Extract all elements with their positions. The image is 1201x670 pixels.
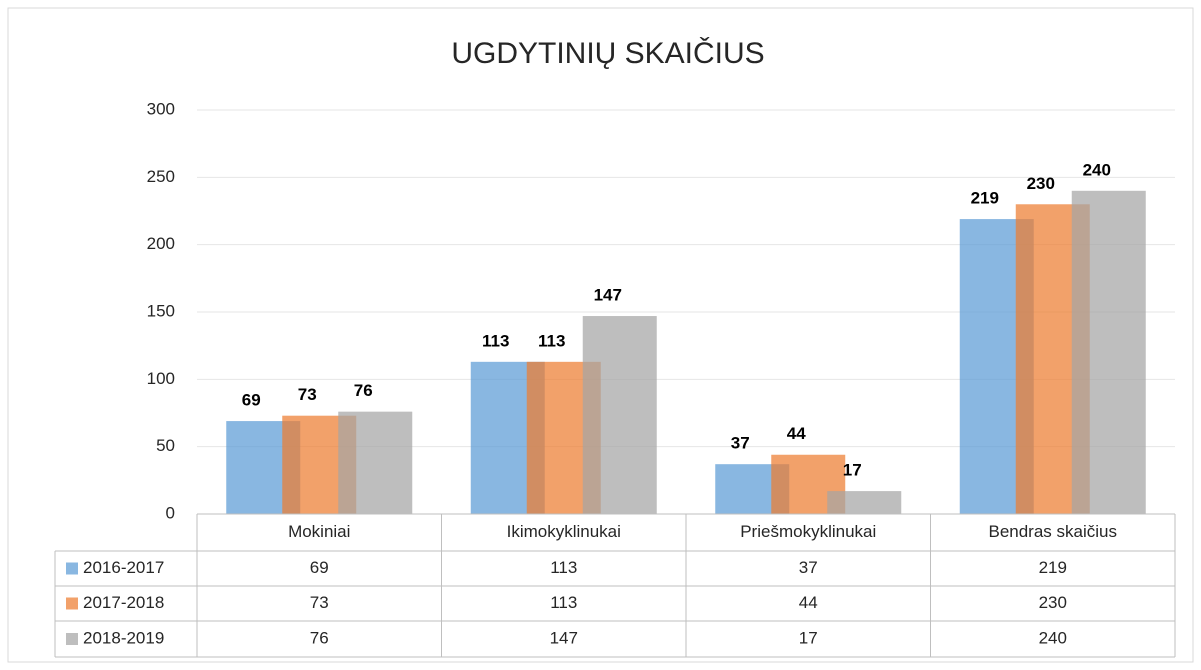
data-label: 230 bbox=[1027, 174, 1055, 193]
data-label: 73 bbox=[298, 385, 317, 404]
legend-label: 2016-2017 bbox=[83, 558, 164, 577]
table-value: 240 bbox=[1039, 628, 1067, 647]
y-tick-label: 0 bbox=[166, 503, 175, 522]
y-tick-label: 150 bbox=[147, 301, 175, 320]
x-tick-label: Ikimokyklinukai bbox=[507, 522, 621, 541]
x-tick-label: Bendras skaičius bbox=[988, 522, 1117, 541]
table-value: 113 bbox=[550, 558, 577, 577]
data-label: 219 bbox=[971, 189, 999, 208]
y-tick-label: 100 bbox=[147, 369, 175, 388]
legend-label: 2018-2019 bbox=[83, 628, 164, 647]
legend-key bbox=[66, 597, 78, 610]
data-label: 113 bbox=[538, 331, 565, 350]
table-value: 113 bbox=[550, 593, 577, 612]
table-value: 73 bbox=[310, 593, 329, 612]
data-label: 147 bbox=[594, 286, 622, 305]
bar bbox=[338, 411, 413, 514]
data-label: 44 bbox=[787, 424, 806, 443]
data-label: 240 bbox=[1083, 160, 1111, 179]
y-tick-label: 200 bbox=[147, 234, 175, 253]
table-value: 219 bbox=[1039, 558, 1067, 577]
y-tick-label: 50 bbox=[156, 436, 175, 455]
bar bbox=[1071, 190, 1146, 515]
table-value: 147 bbox=[550, 628, 578, 647]
legend-key bbox=[66, 562, 78, 575]
data-label: 69 bbox=[242, 391, 261, 410]
table-value: 76 bbox=[310, 628, 329, 647]
x-tick-label: Mokiniai bbox=[288, 522, 350, 541]
table-value: 44 bbox=[799, 593, 818, 612]
bar bbox=[582, 316, 657, 514]
data-label: 76 bbox=[354, 381, 373, 400]
table-value: 230 bbox=[1039, 593, 1067, 612]
data-label: 17 bbox=[843, 461, 862, 480]
data-label: 113 bbox=[482, 331, 509, 350]
x-tick-label: Priešmokyklinukai bbox=[740, 522, 876, 541]
y-tick-label: 250 bbox=[147, 167, 175, 186]
data-label: 37 bbox=[731, 434, 750, 453]
y-tick-label: 300 bbox=[147, 99, 175, 118]
legend-label: 2017-2018 bbox=[83, 593, 164, 612]
table-value: 17 bbox=[799, 628, 818, 647]
bar bbox=[827, 491, 902, 514]
table-value: 69 bbox=[310, 558, 329, 577]
table-value: 37 bbox=[799, 558, 818, 577]
legend-key bbox=[66, 633, 78, 645]
chart-title: UGDYTINIŲ SKAIČIUS bbox=[451, 36, 764, 70]
